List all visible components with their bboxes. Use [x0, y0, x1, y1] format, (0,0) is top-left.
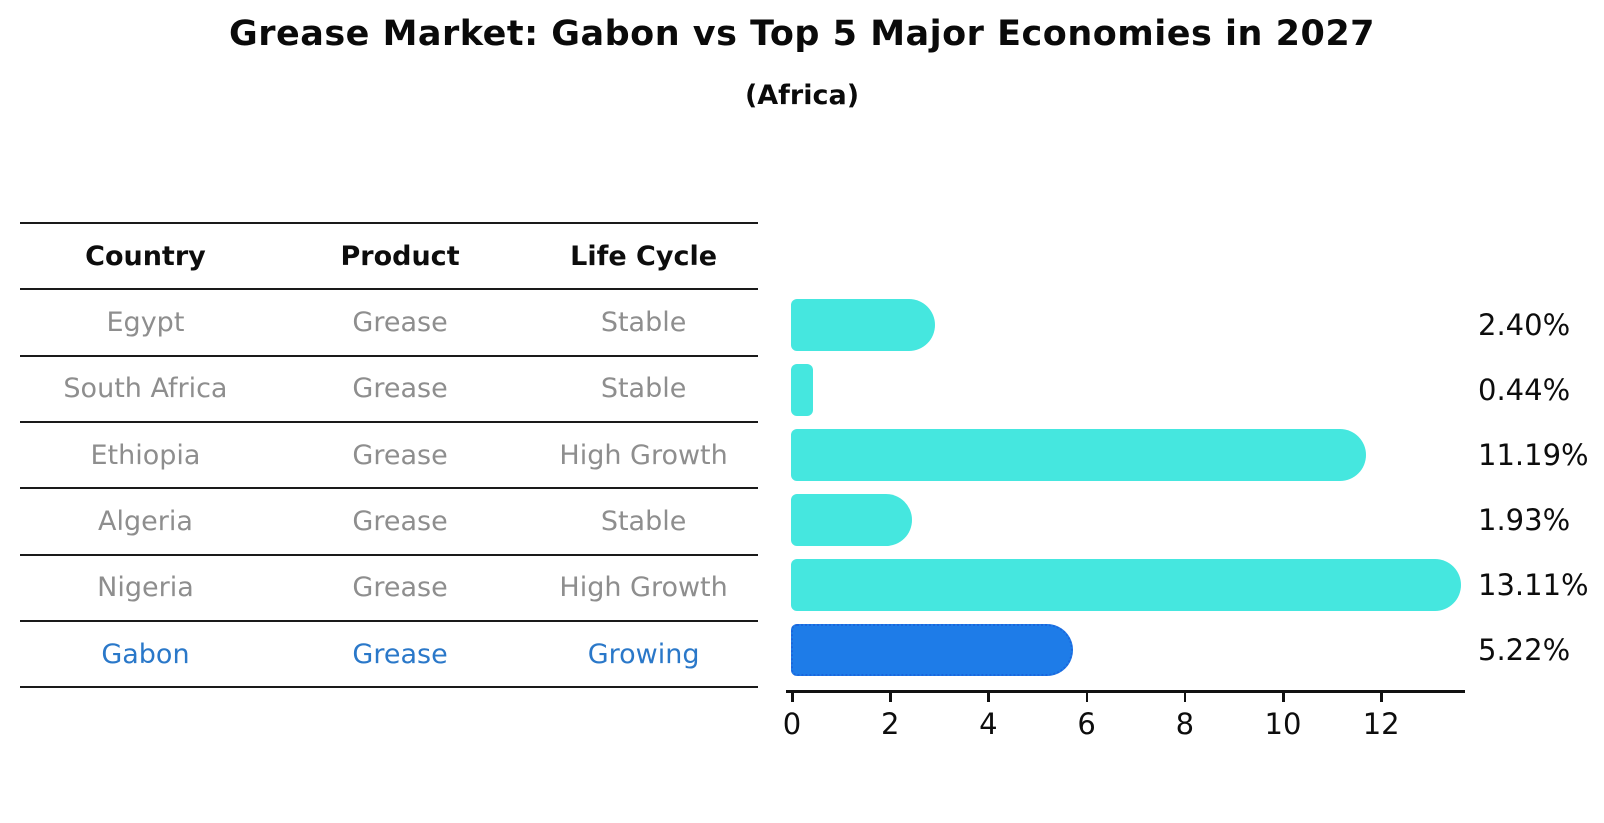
- table-cell: Grease: [352, 307, 448, 339]
- x-tick-label: 4: [979, 707, 998, 741]
- x-tick-label: 0: [782, 707, 802, 741]
- x-tick-label: 6: [1077, 707, 1096, 741]
- table-header-row: Country Product Life Cycle: [20, 224, 758, 291]
- table-header-cell: Country: [85, 240, 206, 272]
- x-axis-line: [786, 690, 1465, 693]
- table-cell: Grease: [352, 373, 448, 405]
- x-tick-mark: [1183, 692, 1187, 702]
- table-cell: Stable: [600, 373, 687, 405]
- country-table: Country Product Life Cycle Egypt Grease Stab…: [20, 222, 758, 689]
- table-cell: Nigeria: [97, 572, 194, 604]
- table-cell: Stable: [600, 506, 687, 538]
- x-tick-label: 12: [1362, 707, 1400, 741]
- bar-algeria: [791, 494, 912, 546]
- table-cell: Grease: [352, 439, 448, 471]
- bar-south-africa: [791, 364, 813, 416]
- bar-egypt: [791, 299, 935, 351]
- x-tick-mark: [987, 692, 990, 702]
- bar-ethiopia: [791, 429, 1367, 481]
- table-header-cell: Product: [340, 240, 460, 272]
- x-tick-mark: [889, 692, 892, 702]
- table-cell: Ethiopia: [90, 439, 201, 471]
- table-cell: Algeria: [98, 506, 193, 538]
- bar-gabon: [791, 624, 1074, 676]
- x-tick-label: 8: [1175, 707, 1195, 741]
- value-label: 13.11%: [1478, 568, 1589, 602]
- table-cell: High Growth: [559, 439, 728, 471]
- value-label: 5.22%: [1478, 633, 1571, 667]
- x-tick-mark: [791, 692, 794, 702]
- chart-subtitle: (Africa): [744, 80, 860, 111]
- table-row: Algeria Grease Stable: [20, 489, 758, 556]
- x-tick-mark: [1085, 692, 1089, 702]
- table-cell: High Growth: [559, 572, 728, 604]
- table-cell: Grease: [352, 572, 448, 604]
- table-header-cell: Life Cycle: [570, 240, 718, 272]
- value-label: 1.93%: [1478, 503, 1571, 537]
- table-row: Gabon Grease Growing: [20, 622, 758, 689]
- x-tick-mark: [1282, 692, 1285, 702]
- table-row: Nigeria Grease High Growth: [20, 556, 758, 623]
- table-cell: Gabon: [101, 638, 190, 670]
- table-cell: Grease: [352, 506, 448, 538]
- table-row: South Africa Grease Stable: [20, 357, 758, 424]
- x-tick-label: 2: [880, 707, 900, 741]
- value-label: 0.44%: [1478, 373, 1571, 407]
- chart-title: Grease Market: Gabon vs Top 5 Major Econ…: [228, 14, 1376, 54]
- table-cell: South Africa: [63, 373, 228, 405]
- table-row: Egypt Grease Stable: [20, 290, 758, 357]
- bar-nigeria: [791, 559, 1461, 611]
- table-body: Egypt Grease Stable South Africa Grease Stabl…: [20, 290, 758, 689]
- value-label: 2.40%: [1478, 308, 1571, 342]
- table-cell: Stable: [600, 307, 687, 339]
- table-row: Ethiopia Grease High Growth: [20, 423, 758, 490]
- table-cell: Egypt: [106, 307, 185, 339]
- value-label: 11.19%: [1478, 438, 1589, 472]
- x-tick-label: 10: [1264, 707, 1302, 741]
- table-cell: Growing: [587, 638, 700, 670]
- x-tick-mark: [1380, 692, 1383, 702]
- table-cell: Grease: [352, 638, 448, 670]
